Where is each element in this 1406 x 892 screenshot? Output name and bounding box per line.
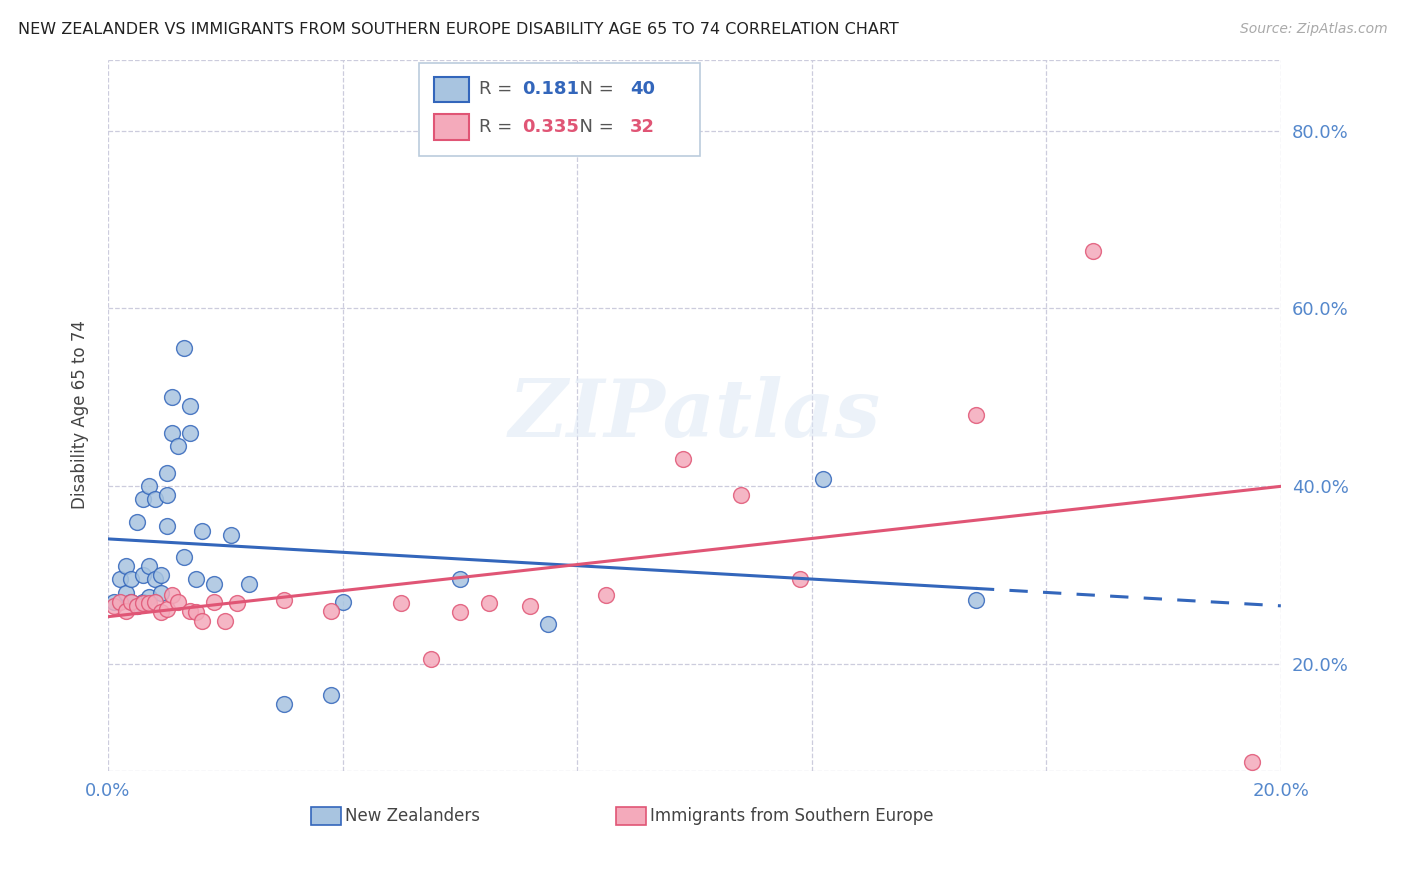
Point	[449, 605, 471, 619]
FancyBboxPatch shape	[616, 806, 647, 825]
Point	[219, 528, 242, 542]
Point	[1240, 755, 1263, 769]
Point	[273, 697, 295, 711]
Y-axis label: Disability Age 65 to 74: Disability Age 65 to 74	[72, 320, 89, 509]
Text: ZIPatlas: ZIPatlas	[509, 376, 880, 454]
Point	[191, 614, 214, 628]
Point	[120, 595, 142, 609]
Point	[149, 605, 172, 619]
Point	[965, 593, 987, 607]
Point	[226, 597, 249, 611]
Point	[537, 616, 560, 631]
Point	[127, 515, 149, 529]
Text: 0.335: 0.335	[522, 118, 579, 136]
Point	[149, 586, 172, 600]
Point	[162, 425, 184, 440]
Point	[167, 595, 190, 609]
FancyBboxPatch shape	[419, 63, 700, 155]
Point	[114, 559, 136, 574]
Point	[730, 488, 752, 502]
Point	[179, 425, 201, 440]
Point	[162, 390, 184, 404]
Point	[519, 599, 541, 614]
Point	[273, 593, 295, 607]
Point	[179, 603, 201, 617]
Point	[149, 568, 172, 582]
Point	[103, 595, 125, 609]
Point	[179, 399, 201, 413]
Text: Source: ZipAtlas.com: Source: ZipAtlas.com	[1240, 22, 1388, 37]
Point	[120, 595, 142, 609]
Point	[389, 597, 412, 611]
Point	[132, 597, 155, 611]
Point	[1083, 244, 1105, 258]
Point	[156, 601, 179, 615]
Point	[965, 408, 987, 422]
Point	[127, 599, 149, 614]
Point	[162, 588, 184, 602]
Point	[449, 573, 471, 587]
Point	[108, 573, 131, 587]
Point	[173, 342, 195, 356]
Point	[319, 688, 342, 702]
Point	[789, 573, 811, 587]
Point	[202, 595, 225, 609]
Point	[156, 519, 179, 533]
Point	[184, 573, 207, 587]
Point	[103, 599, 125, 614]
Point	[813, 472, 835, 486]
Point	[127, 599, 149, 614]
Text: N =: N =	[568, 118, 619, 136]
Point	[191, 524, 214, 538]
FancyBboxPatch shape	[434, 114, 470, 140]
Point	[138, 559, 160, 574]
Point	[138, 479, 160, 493]
Point	[319, 603, 342, 617]
Text: R =: R =	[478, 118, 517, 136]
Point	[132, 595, 155, 609]
Point	[143, 573, 166, 587]
Point	[132, 568, 155, 582]
Point	[108, 595, 131, 609]
Point	[143, 595, 166, 609]
Point	[595, 588, 617, 602]
Text: 40: 40	[630, 80, 655, 98]
Point	[114, 586, 136, 600]
Point	[672, 452, 695, 467]
Text: R =: R =	[478, 80, 517, 98]
Text: New Zealanders: New Zealanders	[344, 807, 479, 825]
Point	[214, 614, 236, 628]
Point	[156, 466, 179, 480]
Point	[173, 550, 195, 565]
Text: Immigrants from Southern Europe: Immigrants from Southern Europe	[650, 807, 934, 825]
Text: N =: N =	[568, 80, 619, 98]
Point	[419, 652, 441, 666]
Text: 0.181: 0.181	[522, 80, 579, 98]
Point	[202, 577, 225, 591]
Point	[184, 605, 207, 619]
Point	[238, 577, 260, 591]
Text: NEW ZEALANDER VS IMMIGRANTS FROM SOUTHERN EUROPE DISABILITY AGE 65 TO 74 CORRELA: NEW ZEALANDER VS IMMIGRANTS FROM SOUTHER…	[18, 22, 898, 37]
Point	[478, 597, 501, 611]
Point	[132, 492, 155, 507]
Point	[156, 488, 179, 502]
FancyBboxPatch shape	[434, 77, 470, 103]
Point	[138, 597, 160, 611]
Point	[332, 595, 354, 609]
Text: 32: 32	[630, 118, 655, 136]
Point	[114, 603, 136, 617]
Point	[120, 573, 142, 587]
Point	[138, 591, 160, 605]
Point	[167, 439, 190, 453]
Point	[143, 492, 166, 507]
FancyBboxPatch shape	[311, 806, 342, 825]
